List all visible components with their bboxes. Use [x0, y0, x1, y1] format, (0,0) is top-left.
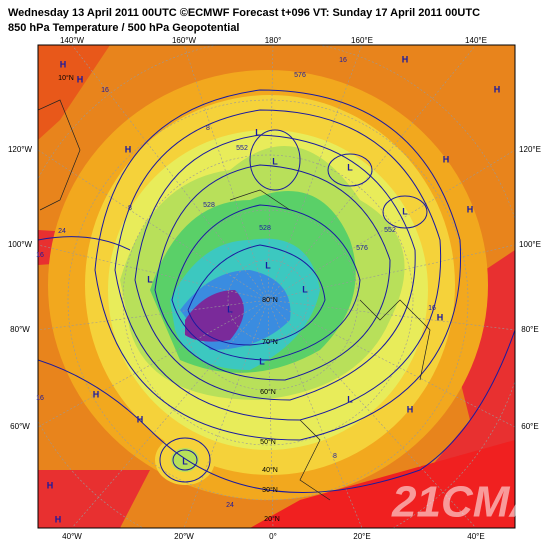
lon-label: 20°W [174, 532, 194, 541]
lon-label: 20°E [353, 532, 370, 541]
lon-label: 180° [265, 36, 282, 45]
pressure-center: H [125, 144, 132, 154]
pressure-center: L [302, 284, 308, 294]
subtitle: 850 hPa Temperature / 500 hPa Geopotenti… [8, 22, 240, 34]
lon-label: 160°E [351, 36, 373, 45]
lon-label: 60°W [10, 422, 30, 431]
lon-label: 60°E [521, 422, 538, 431]
pressure-center: L [147, 274, 153, 284]
pressure-center: H [402, 54, 409, 64]
contour-label: 16 [36, 395, 44, 402]
pressure-center: H [467, 204, 474, 214]
pressure-center: H [47, 480, 54, 490]
contour-label: 552 [384, 227, 396, 234]
contour-label: 528 [203, 202, 215, 209]
contour-label: 8 [206, 125, 210, 132]
lon-label: 40°W [62, 532, 82, 541]
contour-label: 24 [58, 228, 66, 235]
lat-label: 70°N [262, 338, 278, 346]
longitude-labels: 140°W 40°W 160°W 20°W 180° 0° 160°E 20°E 140°E 40… [8, 36, 541, 541]
pressure-center: L [347, 162, 353, 172]
hot-zone [38, 470, 150, 528]
contour-label: 576 [356, 245, 368, 252]
lon-label: 40°E [467, 532, 484, 541]
lon-label: 0° [269, 532, 277, 541]
hot-zone [250, 440, 515, 528]
title: Wednesday 13 April 2011 00UTC ©ECMWF For… [8, 7, 480, 19]
lon-label: 140°W [60, 36, 85, 45]
contour-label: 24 [226, 502, 234, 509]
coastlines [38, 99, 431, 501]
lat-label: 40°N [262, 466, 278, 474]
contour-label: 16 [339, 57, 347, 64]
contour-label: 576 [294, 72, 306, 79]
lat-label: 20°N [264, 515, 280, 523]
lon-label: 100°W [8, 240, 33, 249]
pressure-center: L [402, 206, 408, 216]
pressure-center: L [259, 356, 265, 366]
pressure-center: H [137, 414, 144, 424]
geopotential-contours [38, 89, 515, 493]
lat-label: 10°N [58, 74, 74, 82]
lat-label: 30°N [262, 486, 278, 494]
lon-label: 100°E [519, 240, 541, 249]
pressure-center: H [494, 84, 501, 94]
lon-label: 120°W [8, 145, 33, 154]
lat-label: 60°N [260, 388, 276, 396]
pressure-center: L [272, 156, 278, 166]
contour-label: 16 [101, 87, 109, 94]
lon-label: 120°E [519, 145, 541, 154]
warm-zone [38, 45, 110, 140]
pressure-center: H [93, 389, 100, 399]
contour-labels: 576 552 528 528 552 576 16 16 24 16 16 16 8 8 24 8 [36, 57, 436, 509]
pressure-center: H [443, 154, 450, 164]
lon-label: 80°E [521, 325, 538, 334]
pressure-center: H [437, 312, 444, 322]
lat-label: 80°N [262, 296, 278, 304]
lon-label: 160°W [172, 36, 197, 45]
watermark: 21CMA [391, 478, 541, 527]
pressure-center: L [255, 127, 261, 137]
pressure-center: L [227, 304, 233, 314]
contour-label: 8 [128, 205, 132, 212]
map-border [37, 44, 516, 529]
contour-label: 552 [236, 145, 248, 152]
pressure-center: L [182, 456, 188, 466]
map-field [38, 45, 515, 528]
contour-label: 16 [36, 252, 44, 259]
pressure-center: H [77, 74, 84, 84]
lat-label: 50°N [260, 438, 276, 446]
lon-label: 80°W [10, 325, 30, 334]
pressure-center: L [265, 260, 271, 270]
lon-label: 140°E [465, 36, 487, 45]
pressure-center: H [60, 59, 67, 69]
pressure-center: H [407, 404, 414, 414]
contour-label: 528 [259, 225, 271, 232]
pressure-center: L [347, 394, 353, 404]
latitude-labels: 80°N 70°N 60°N 50°N 40°N 30°N 20°N 10°N [58, 74, 280, 523]
contour-label: 8 [333, 453, 337, 460]
pressure-center: H [55, 514, 62, 524]
contour-label: 16 [428, 305, 436, 312]
